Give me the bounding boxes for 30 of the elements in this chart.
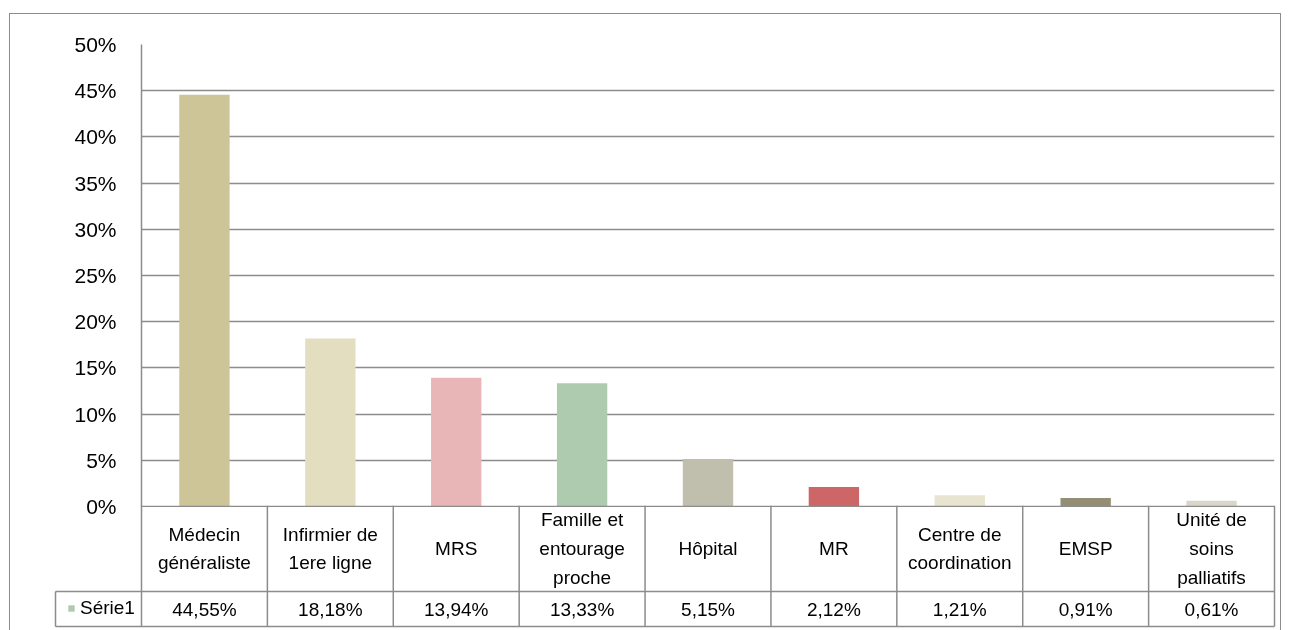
x-tick-label: Infirmier de 1ere ligne — [282, 523, 378, 574]
data-label: 5,15% — [681, 598, 736, 620]
legend-label: Série1 — [80, 596, 135, 619]
y-tick-label: 20% — [74, 310, 117, 334]
data-label: 2,12% — [806, 598, 861, 620]
y-tick-label: 30% — [74, 217, 117, 241]
y-tick-label: 35% — [74, 171, 117, 195]
y-tick-label: 0% — [86, 495, 117, 518]
x-tick-label: MR — [819, 538, 849, 559]
data-label: 13,33% — [549, 598, 615, 620]
x-tick-label: Centre de coordination — [908, 523, 1012, 574]
data-label: 13,94% — [424, 598, 489, 620]
x-tick-label: MRS — [435, 538, 478, 559]
y-tick-label: 10% — [74, 402, 117, 426]
data-label: 0,91% — [1058, 598, 1113, 620]
y-tick-label: 25% — [74, 264, 117, 287]
x-tick-label: Unité de soins palliatifs — [1176, 509, 1247, 588]
data-label: 1,21% — [932, 598, 987, 620]
x-tick-label: EMSP — [1058, 538, 1113, 559]
y-tick-label: 50% — [74, 33, 117, 56]
y-tick-label: 15% — [74, 356, 117, 380]
y-tick-label: 40% — [74, 125, 117, 149]
data-label: 0,61% — [1184, 598, 1239, 620]
y-tick-label: 45% — [74, 79, 117, 103]
y-tick-label: 5% — [86, 448, 117, 472]
data-label: 18,18% — [298, 598, 363, 620]
x-tick-label: Famille et entourage proche — [539, 509, 625, 588]
data-label: 44,55% — [172, 598, 237, 620]
x-tick-label: Hôpital — [678, 538, 738, 559]
x-tick-label: Médecin généraliste — [157, 523, 251, 574]
